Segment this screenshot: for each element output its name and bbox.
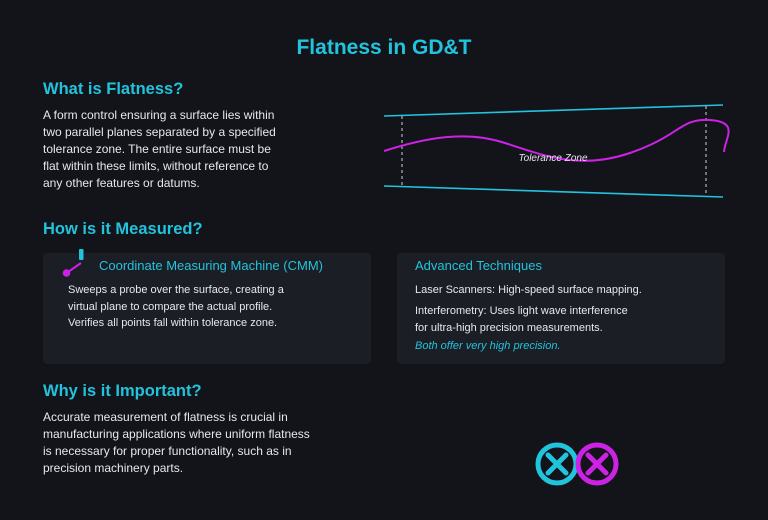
what-line: two parallel planes separated by a speci… <box>43 125 276 139</box>
advanced-title: Advanced Techniques <box>415 258 542 273</box>
tolerance-zone-diagram: Tolerance Zone <box>383 104 730 198</box>
cmm-description: Sweeps a probe over the surface, creatin… <box>68 282 368 332</box>
cmm-card: Coordinate Measuring Machine (CMM) Sweep… <box>43 249 371 364</box>
interferometry-text: Interferometry: Uses light wave interfer… <box>415 303 715 336</box>
what-description: A form control ensuring a surface lies w… <box>43 107 303 192</box>
section-heading-why: Why is it Important? <box>43 382 202 400</box>
cmm-line: virtual plane to compare the actual prof… <box>68 300 273 313</box>
upper-plane-line <box>383 104 724 117</box>
why-line: is necessary for proper functionality, s… <box>43 444 292 458</box>
what-line: any other features or datums. <box>43 176 200 190</box>
laser-scanners-text: Laser Scanners: High-speed surface mappi… <box>415 284 642 296</box>
surface-profile-curve <box>383 118 730 162</box>
cmm-line: Sweeps a probe over the surface, creatin… <box>68 284 284 296</box>
advanced-card: Advanced Techniques Laser Scanners: High… <box>397 253 725 364</box>
tolerance-zone-label: Tolerance Zone <box>518 153 588 164</box>
why-line: precision machinery parts. <box>43 461 184 475</box>
what-line: A form control ensuring a surface lies w… <box>43 108 275 122</box>
section-heading-how: How is it Measured? <box>43 220 203 238</box>
circle-x-icon <box>575 442 619 486</box>
page-title: Flatness in GD&T <box>296 36 472 59</box>
cmm-title: Coordinate Measuring Machine (CMM) <box>99 258 323 273</box>
cmm-probe-icon <box>62 249 84 277</box>
why-line: manufacturing applications where uniform… <box>43 427 310 441</box>
interferometry-line: Interferometry: Uses light wave interfer… <box>415 305 628 317</box>
interferometry-line: for ultra-high precision measurements. <box>415 321 603 334</box>
what-line: tolerance zone. The entire surface must … <box>43 142 271 156</box>
lower-plane-line <box>383 185 724 198</box>
cmm-line: Verifies all points fall within toleranc… <box>68 317 278 329</box>
section-heading-what: What is Flatness? <box>43 80 184 98</box>
why-line: Accurate measurement of flatness is cruc… <box>43 410 288 424</box>
advanced-note: Both offer very high precision. <box>415 340 561 352</box>
what-line: flat within these limits, without refere… <box>43 159 269 173</box>
why-description: Accurate measurement of flatness is cruc… <box>43 409 333 477</box>
